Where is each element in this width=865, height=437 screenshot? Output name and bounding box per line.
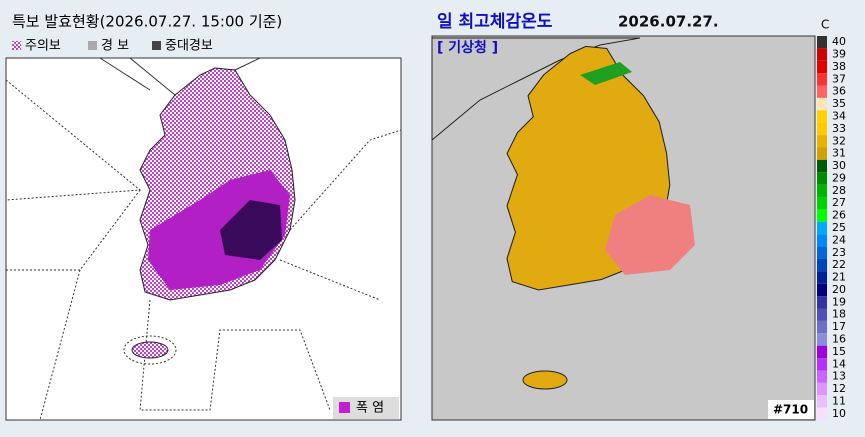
left-title: 특보 발효현황(2026.07.27. 15:00 기준) [12,13,282,31]
legend-item: 경 보 [101,39,129,54]
scale-swatch [817,308,827,321]
hazard-swatch [339,402,350,413]
scale-label: 10 [832,407,846,420]
badge-box [768,400,814,419]
jeju-zone [123,335,177,365]
scale-label: 20 [832,283,846,296]
scale-swatch [817,345,827,359]
scale-label: 21 [832,271,846,284]
legend-swatch [88,41,97,50]
scale-swatch [817,320,827,334]
scale-swatch [817,36,827,49]
scale-swatch [817,258,827,272]
scale-swatch [817,271,827,284]
scale-label: 17 [832,320,846,333]
scale-label: 40 [832,35,846,48]
scale-label: 34 [832,110,846,123]
jeju [131,341,169,359]
scale-swatch [817,147,827,160]
scale-swatch [817,110,827,123]
scale-swatch [817,60,827,74]
scale-label: 29 [832,171,846,184]
scale-swatch [817,246,827,259]
jeju [522,370,568,390]
scale-swatch [817,221,827,235]
scale-swatch [817,333,827,346]
right-date: 2026.07.27. [618,13,719,31]
scale-swatch [817,209,827,222]
scale-label: 36 [832,85,846,98]
legend-swatch [12,41,21,50]
scale-label: 12 [832,382,846,395]
scale-label: 31 [832,147,846,160]
scale-label: 26 [832,209,846,222]
scale-label: 37 [832,72,846,85]
hot-area [605,195,695,275]
scale-label: 38 [832,60,846,73]
scale-label: 11 [832,394,846,407]
scale-swatch [817,97,827,111]
north-border [99,57,261,96]
scale-label: 18 [832,308,846,321]
scale-label: 25 [832,221,846,234]
scale-label: 24 [832,233,846,246]
scale-label: 23 [832,246,846,259]
unit: C [821,18,829,32]
scale-swatch [817,48,827,61]
scale-swatch [817,296,827,309]
scale-swatch [817,382,827,396]
scale-label: 35 [832,97,846,110]
scale-label: 16 [832,332,846,345]
scale-swatch [817,135,827,148]
scale-label: 39 [832,48,846,61]
scale-label: 33 [832,122,846,135]
scale-swatch [817,358,827,371]
right-title: 일 최고체감온도 [437,12,553,32]
scale-swatch [817,85,827,98]
scale-label: 32 [832,134,846,147]
scale-swatch [817,122,827,136]
scale-swatch [817,159,827,173]
scale-swatch [817,407,827,420]
scale-swatch [817,184,827,198]
scale-swatch [817,197,827,210]
legend-item: 주의보 [25,39,61,54]
scale-swatch [817,73,827,86]
sea-zones [5,79,402,421]
legend-swatch [152,41,161,50]
scale-label: 22 [832,258,846,271]
scale-label: 14 [832,357,846,370]
scale-swatch [817,172,827,185]
source: [ 기상청 ] [437,40,498,56]
warning-area [148,170,290,290]
scale-label: 28 [832,184,846,197]
scale-swatch [817,370,827,383]
cool-area [580,62,632,85]
scale-label: 30 [832,159,846,172]
scale-swatch [817,234,827,247]
scale-label: 27 [832,196,846,209]
scale-label: 15 [832,345,846,358]
scale-label: 19 [832,295,846,308]
scale-swatch [817,395,827,408]
severe-area [220,200,282,260]
scale-label: 13 [832,370,846,383]
scale-swatch [817,283,827,297]
legend-item: 중대경보 [165,39,213,54]
hazard-label: 폭 염 [356,401,384,416]
badge: #710 [773,403,808,417]
